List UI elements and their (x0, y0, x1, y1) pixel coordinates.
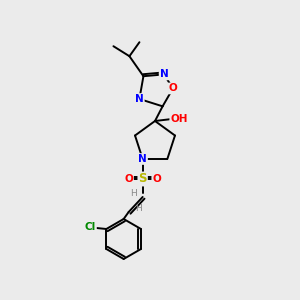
Text: O: O (169, 83, 177, 93)
Text: N: N (160, 69, 168, 80)
Text: H: H (135, 205, 142, 214)
Text: N: N (135, 94, 144, 104)
Text: OH: OH (170, 114, 188, 124)
Text: N: N (138, 154, 147, 164)
Text: O: O (152, 174, 161, 184)
Text: S: S (138, 172, 147, 185)
Text: H: H (130, 190, 137, 199)
Text: O: O (124, 174, 133, 184)
Text: Cl: Cl (85, 222, 96, 232)
